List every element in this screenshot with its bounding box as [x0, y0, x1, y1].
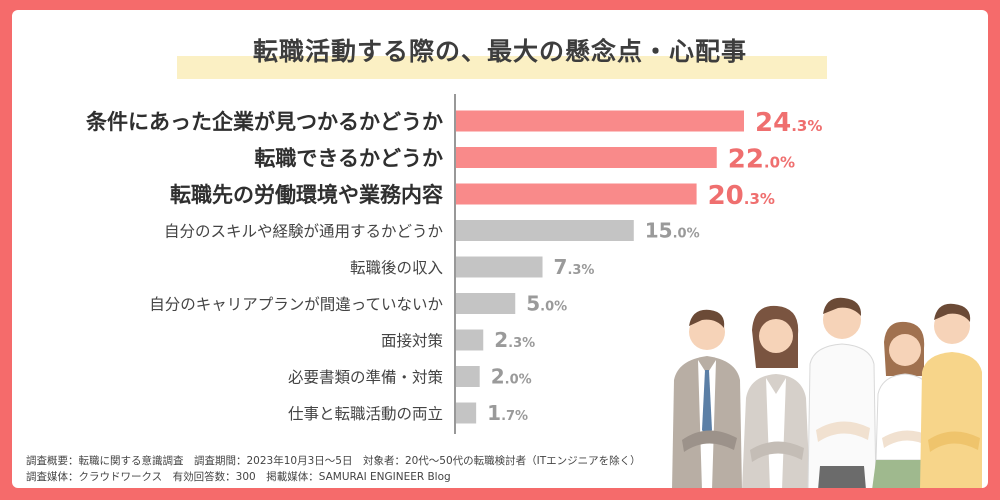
category-label: 転職後の収入 — [350, 259, 443, 277]
bar — [456, 147, 717, 168]
value-label: 7.3% — [554, 255, 595, 279]
bar — [456, 183, 697, 205]
value-label: 15.0% — [645, 219, 700, 243]
person-woman-grey-jacket — [742, 305, 810, 488]
value-label: 22.0% — [728, 145, 795, 175]
person-man-yellow-shirt — [920, 303, 982, 488]
value-label: 5.0% — [526, 292, 567, 316]
chart-title: 転職活動する際の、最大の懸念点・心配事 — [252, 37, 747, 66]
bar — [456, 293, 516, 314]
bar — [456, 110, 744, 132]
category-label: 転職できるかどうか — [254, 147, 443, 171]
value-label: 24.3% — [755, 108, 822, 138]
person-man-white-shirt — [807, 297, 877, 488]
category-label: 自分のキャリアプランが間違っていないか — [149, 296, 443, 314]
bar — [456, 329, 484, 351]
bar — [456, 366, 480, 387]
category-label: 自分のスキルや経験が通用するかどうか — [164, 223, 443, 241]
title-highlight-band — [177, 56, 827, 79]
infographic-card: 転職活動する際の、最大の懸念点・心配事 条件にあった企業が見つかるかどうか 24.… — [12, 10, 988, 488]
survey-media-note: 調査媒体：クラウドワークス 有効回答数：300 掲載媒体：SAMURAI ENG… — [26, 471, 451, 483]
business-people-illustration — [672, 297, 982, 488]
value-label: 1.7% — [487, 401, 528, 425]
bar — [456, 220, 634, 241]
value-label: 2.0% — [491, 365, 532, 389]
value-label: 20.3% — [708, 181, 775, 211]
survey-overview-note: 調査概要：転職に関する意識調査 調査期間：2023年10月3日〜5日 対象者：2… — [26, 455, 641, 467]
person-man-grey-suit — [672, 309, 742, 488]
bar — [456, 402, 477, 424]
category-label: 面接対策 — [381, 332, 443, 350]
category-label: 仕事と転職活動の両立 — [288, 405, 443, 423]
value-label: 2.3% — [494, 328, 535, 352]
bar-chart: 条件にあった企業が見つかるかどうか 24.3% 転職できるかどうか 22.0% 転職先の… — [86, 94, 822, 434]
category-label: 転職先の労働環境や業務内容 — [170, 183, 443, 207]
bar — [456, 256, 543, 278]
category-label: 条件にあった企業が見つかるかどうか — [86, 110, 443, 134]
category-label: 必要書類の準備・対策 — [288, 369, 443, 387]
